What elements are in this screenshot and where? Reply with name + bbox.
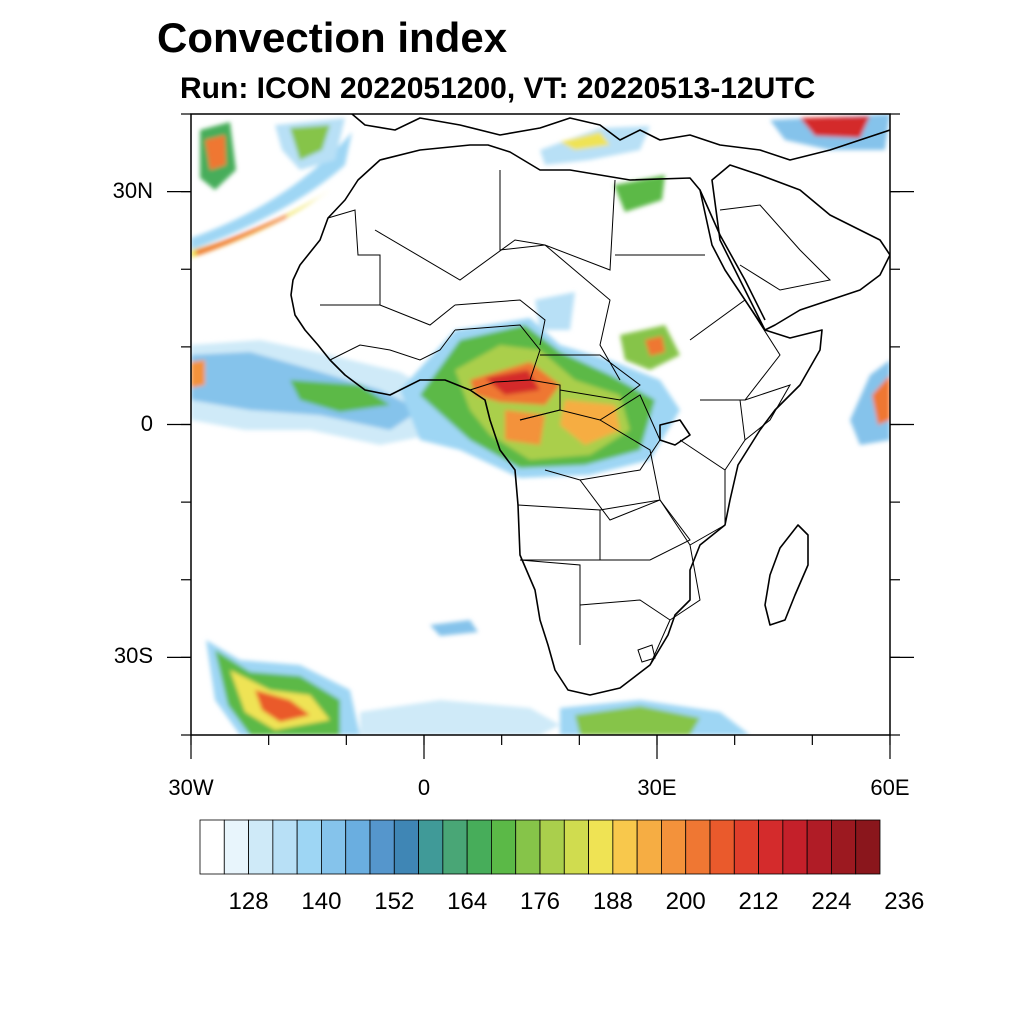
lon-tick-label: 30E [637,775,677,800]
border-kenya [700,399,746,471]
border-southern-africa [579,599,671,666]
colorbar-tick-label: 164 [447,888,488,915]
colorbar-tick-label: 128 [228,888,269,915]
lat-tick-label: 30S [113,643,153,669]
chart-title: Convection index [157,14,508,61]
field-atlantic-cell-core [290,125,330,160]
field-south-atlantic-core [255,690,310,722]
chart-subtitle: Run: ICON 2022051200, VT: 20220513-12UTC [180,72,816,105]
field-congo-cell [560,400,620,445]
red-sea-coast [699,189,766,321]
border-middle-east [719,204,832,291]
lon-tick-label: 60E [870,775,910,800]
border-angola [517,504,601,561]
convection-field [191,114,890,735]
field-indian-ocean-core [872,375,890,425]
border-lesotho [637,644,656,663]
border-niger-chad [454,299,546,346]
lat-tick-label: 30N [112,177,153,203]
field-band-north-atlantic-peak [196,214,288,256]
field-sudan-core [645,336,665,356]
border-congo [519,394,661,481]
border-car [540,354,641,401]
field-southern-band-core [575,706,700,735]
colorbar-tick-label: 224 [811,888,852,915]
colorbar-tick-label: 188 [592,888,633,915]
border-nigeria [454,324,541,391]
border-tanzania [659,439,726,546]
field-south-streak [430,620,478,636]
field-itcz-cell [290,380,390,412]
lat-tick-label: 0 [140,410,153,436]
field-northwest-cell-core [205,135,226,170]
colorbar-tick-label: 200 [665,888,706,915]
field-band-north-atlantic [191,132,352,250]
border-algeria-mali [374,229,546,281]
colorbar-tick-label: 212 [738,888,779,915]
border-sahel [320,304,456,326]
field-itcz-west-core [191,360,205,388]
field-central-africa-peak [485,370,540,395]
country-borders [320,170,832,666]
border-namibia [519,559,581,645]
colorbar-tick-label: 152 [374,888,415,915]
madagascar-coastline [764,524,809,626]
border-somalia [744,384,792,441]
lon-tick-label: 0 [417,775,431,800]
arabia-coastline [711,164,890,331]
border-zambia [599,499,691,561]
europe-coastline [351,114,890,161]
colorbar-tick-label: 140 [301,888,342,915]
field-southern-band-west [360,700,560,735]
lon-tick-label: 30W [168,775,214,800]
border-mozambique [669,544,701,621]
field-mediterranean-core [560,132,610,150]
field-east-med [614,175,665,212]
axis-ticks [167,113,914,759]
border-west-africa [329,329,456,361]
colorbar-tick-label: 176 [519,888,561,915]
colorbar-tick-label: 236 [884,888,925,915]
lake-victoria [659,419,691,446]
field-northeast-core [800,116,870,138]
field-gabon-cell [505,410,545,445]
